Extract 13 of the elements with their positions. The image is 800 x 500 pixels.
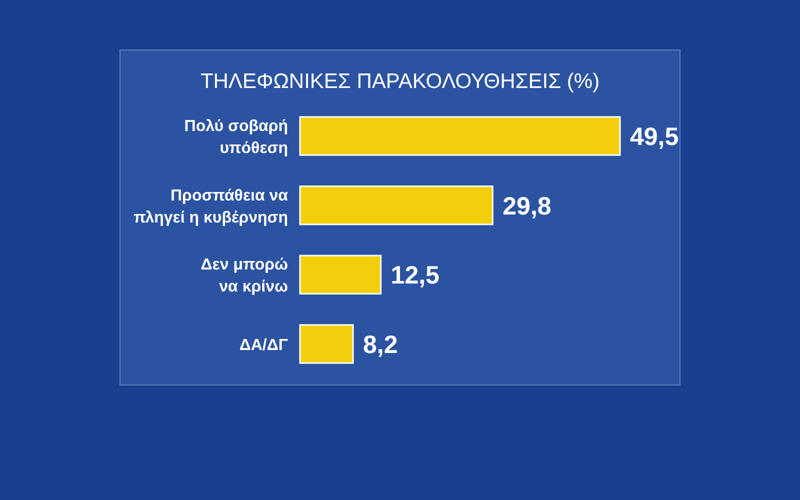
chart-title: ΤΗΛΕΦΩΝΙΚΕΣ ΠΑΡΑΚΟΛΟΥΘΗΣΕΙΣ (%) <box>200 70 600 93</box>
y-tick-label: Δεν μπορώ να κρίνω <box>200 256 288 296</box>
data-label: 8,2 <box>363 331 398 359</box>
data-label: 49,5 <box>630 123 679 151</box>
bar <box>299 116 621 156</box>
y-tick-label: Προσπάθεια να πληγεί η κυβέρνηση <box>134 187 288 226</box>
y-tick-label: Πολύ σοβαρή υπόθεση <box>184 118 288 157</box>
bar <box>299 254 382 294</box>
data-label: 12,5 <box>390 262 440 290</box>
y-tick-label: ΔΑ/ΔΓ <box>239 337 288 354</box>
bar <box>299 324 354 364</box>
bar <box>299 186 494 226</box>
data-label: 29,8 <box>502 192 552 220</box>
